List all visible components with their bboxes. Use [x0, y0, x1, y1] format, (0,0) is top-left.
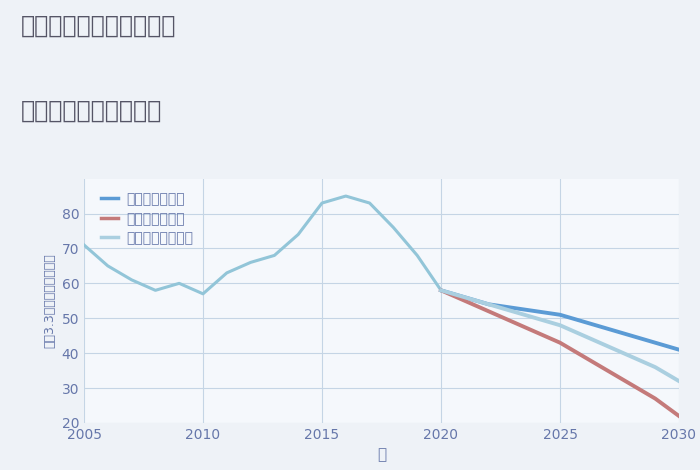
X-axis label: 年: 年 — [377, 447, 386, 462]
Legend: グッドシナリオ, バッドシナリオ, ノーマルシナリオ: グッドシナリオ, バッドシナリオ, ノーマルシナリオ — [97, 188, 197, 250]
Text: 中古戸建ての価格推移: 中古戸建ての価格推移 — [21, 99, 162, 123]
Text: 三重県津市芸濃町椋本の: 三重県津市芸濃町椋本の — [21, 14, 176, 38]
Y-axis label: 坪（3.3㎡）単価（万円）: 坪（3.3㎡）単価（万円） — [43, 253, 56, 348]
